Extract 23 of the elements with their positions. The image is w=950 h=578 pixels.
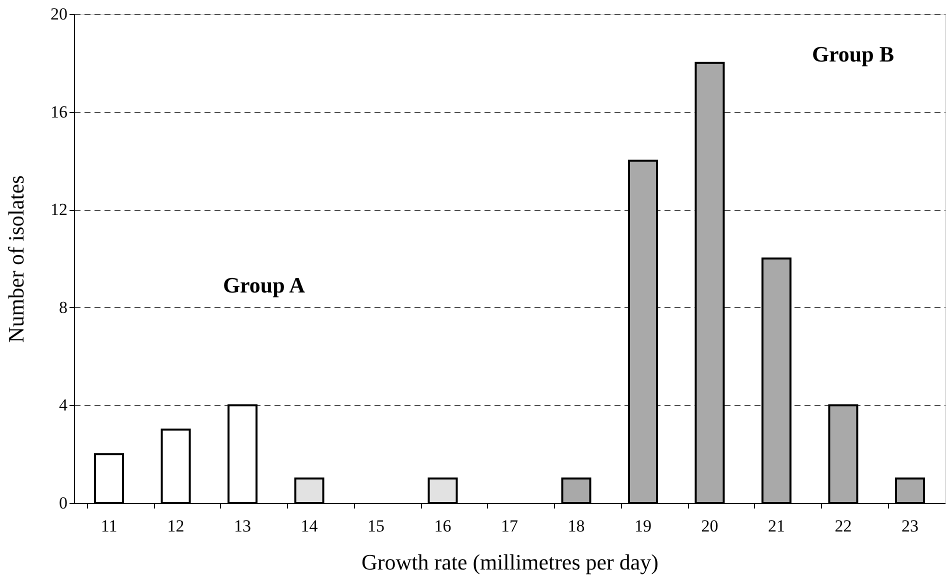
annotation: Group B <box>812 41 894 66</box>
x-tick-label: 17 <box>501 516 518 536</box>
x-tick-label: 11 <box>100 516 118 536</box>
x-tick-label: 12 <box>167 516 184 536</box>
x-tick-label: 18 <box>568 516 585 536</box>
x-tick-label: 15 <box>368 516 385 536</box>
y-tick-label: 0 <box>59 494 68 512</box>
y-tick-label: 4 <box>59 396 68 415</box>
y-tick-label: 8 <box>59 298 68 317</box>
x-tick-label: 20 <box>701 516 718 536</box>
y-tick-label: 12 <box>50 200 68 220</box>
x-tick-label: 16 <box>434 516 452 536</box>
x-axis-title: Growth rate (millimetres per day) <box>362 550 658 574</box>
x-tick-label: 22 <box>834 516 852 536</box>
x-tick-label: 13 <box>234 516 252 536</box>
y-tick-label: 16 <box>50 102 68 122</box>
annotation: Group A <box>222 272 306 298</box>
x-tick-label: 19 <box>634 516 652 536</box>
x-tick-label: 21 <box>768 516 785 536</box>
y-tick-label: 20 <box>50 4 68 24</box>
x-tick-label: 23 <box>901 516 918 536</box>
x-tick-label: 14 <box>300 516 318 536</box>
y-axis-title: Number of isolates <box>4 175 28 343</box>
